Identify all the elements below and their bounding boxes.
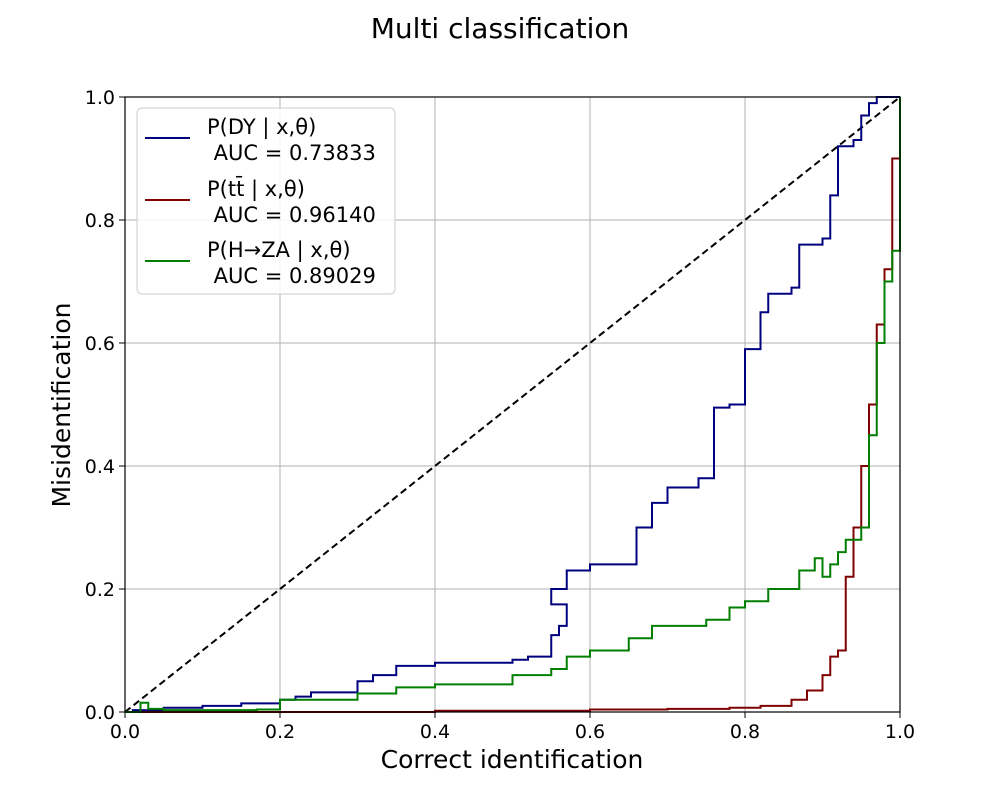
x-tick-label: 0.0 bbox=[110, 721, 140, 743]
legend-label-ttbar: P(tt̄ | x,θ) bbox=[207, 176, 305, 202]
legend-auc-hza: AUC = 0.89029 bbox=[207, 264, 376, 288]
x-tick-label: 0.4 bbox=[420, 721, 450, 743]
roc-curve-hza bbox=[125, 97, 901, 713]
roc-curve-ttbar bbox=[125, 97, 901, 713]
legend-label-hza: P(H→ZA | x,θ) bbox=[207, 238, 351, 263]
y-tick-label: 0.4 bbox=[85, 456, 115, 478]
chart-title: Multi classification bbox=[371, 12, 629, 45]
legend-auc-dy: AUC = 0.73833 bbox=[207, 141, 376, 165]
series-lines bbox=[125, 96, 901, 713]
y-tick-label: 1.0 bbox=[85, 87, 115, 109]
y-ticks: 0.0 0.2 0.4 0.6 0.8 1.0 bbox=[85, 87, 125, 724]
y-axis-label: Misidentification bbox=[47, 302, 76, 507]
x-tick-label: 0.8 bbox=[730, 721, 760, 743]
x-ticks: 0.0 0.2 0.4 0.6 0.8 1.0 bbox=[110, 712, 915, 743]
plot-frame bbox=[124, 96, 901, 713]
legend-auc-ttbar: AUC = 0.96140 bbox=[207, 203, 376, 227]
legend: P(DY | x,θ) AUC = 0.73833 P(tt̄ | x,θ) A… bbox=[136, 107, 396, 295]
y-tick-label: 0.2 bbox=[85, 579, 115, 601]
legend-label-dy: P(DY | x,θ) bbox=[207, 115, 316, 140]
y-tick-label: 0.0 bbox=[85, 702, 115, 724]
x-axis-label: Correct identification bbox=[381, 745, 644, 774]
legend-box bbox=[136, 107, 396, 295]
legend-entry-ttbar: P(tt̄ | x,θ) AUC = 0.96140 bbox=[145, 176, 376, 227]
y-tick-label: 0.8 bbox=[85, 210, 115, 232]
roc-curve-dy bbox=[125, 96, 900, 713]
x-tick-label: 0.2 bbox=[265, 721, 295, 743]
x-tick-label: 1.0 bbox=[885, 721, 915, 743]
legend-entry-hza: P(H→ZA | x,θ) AUC = 0.89029 bbox=[145, 238, 376, 288]
legend-entry-dy: P(DY | x,θ) AUC = 0.73833 bbox=[145, 115, 376, 165]
y-tick-label: 0.6 bbox=[85, 333, 115, 355]
x-tick-label: 0.6 bbox=[575, 721, 605, 743]
